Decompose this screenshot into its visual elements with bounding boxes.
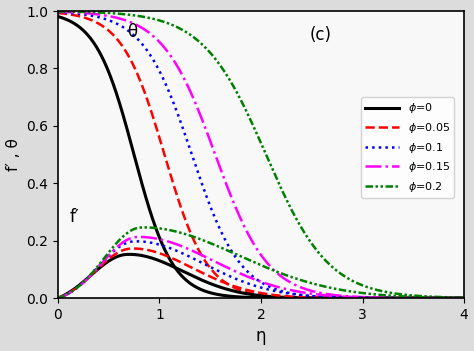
Legend: $\phi$=0, $\phi$=0.05, $\phi$=0.1, $\phi$=0.15, $\phi$=0.2: $\phi$=0, $\phi$=0.05, $\phi$=0.1, $\phi… (361, 97, 455, 198)
X-axis label: η: η (255, 327, 266, 345)
Y-axis label: f′ , θ: f′ , θ (6, 138, 20, 171)
Text: (c): (c) (310, 26, 332, 44)
Text: θ: θ (127, 23, 137, 41)
Text: f′: f′ (70, 208, 80, 226)
